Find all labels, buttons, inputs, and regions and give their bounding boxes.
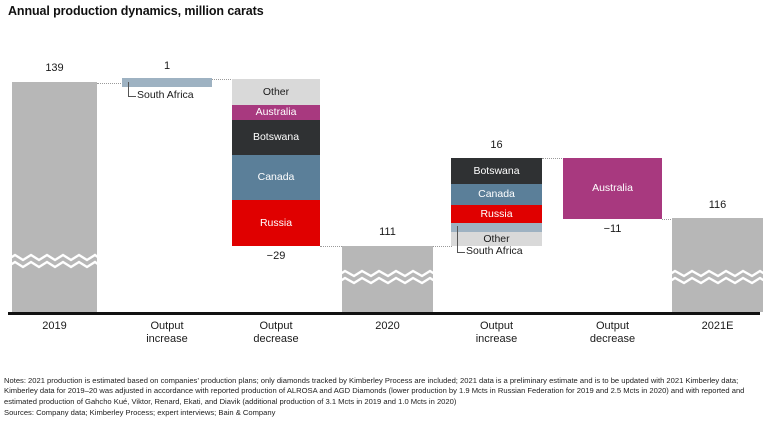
connector-inc1-to-dec1 — [212, 79, 233, 80]
bar-2020[interactable] — [337, 246, 438, 312]
connector-dec1-to-2020 — [320, 246, 342, 247]
segment-label-canada: Canada — [257, 171, 295, 184]
page-title: Annual production dynamics, million cara… — [8, 4, 264, 18]
bar-2021e[interactable] — [667, 218, 768, 312]
callout-line-south-africa-1 — [128, 82, 136, 97]
segment-south-africa[interactable] — [122, 78, 212, 87]
segment-russia[interactable]: Russia — [451, 205, 542, 223]
bar-2019[interactable] — [7, 82, 102, 312]
x-axis-label-line2: decrease — [253, 333, 299, 345]
segment-south-africa[interactable] — [451, 223, 542, 232]
x-axis-label-2020: 2020 — [375, 320, 400, 332]
value-label-increase-2: 16 — [490, 139, 503, 151]
x-axis-label-line2: increase — [146, 333, 188, 345]
segment-label-australia: Australia — [592, 182, 633, 195]
segment-label-other: Other — [483, 232, 510, 245]
connector-dec2-to-2021e — [662, 219, 673, 220]
footnote-notes: Notes: 2021 production is estimated base… — [4, 376, 745, 406]
segment-canada[interactable]: Canada — [232, 155, 320, 200]
connector-2019-to-inc1 — [97, 83, 123, 84]
x-axis-label-output-increase-1: Output increase — [122, 320, 212, 346]
bar-output-decrease-2[interactable]: Australia — [563, 158, 662, 219]
callout-south-africa-1: South Africa — [137, 89, 194, 101]
segment-botswana[interactable]: Botswana — [232, 120, 320, 155]
x-axis-label-line1: Output — [259, 320, 293, 332]
value-label-decrease-1: −29 — [266, 250, 286, 262]
segment-other[interactable]: Other — [232, 79, 320, 105]
segment-label-russia: Russia — [480, 207, 513, 220]
x-axis-label-line1: Output — [479, 320, 514, 332]
segment-other[interactable]: Other — [451, 232, 542, 246]
x-axis-line — [8, 312, 760, 315]
segment-botswana[interactable]: Botswana — [451, 158, 542, 184]
x-axis-label-2021e: 2021E — [701, 320, 734, 332]
segment-label-other: Other — [262, 85, 290, 98]
segment-label-botswana: Botswana — [473, 164, 520, 177]
connector-2020-to-inc2 — [433, 246, 452, 247]
bar-output-decrease-1[interactable]: Other Australia Botswana Canada Russia — [232, 79, 320, 246]
x-axis-label-output-decrease-2: Output decrease — [563, 320, 662, 346]
segment-russia[interactable]: Russia — [232, 200, 320, 246]
x-axis-label-line2: decrease — [589, 333, 636, 345]
x-axis-label-2019: 2019 — [42, 320, 67, 332]
bar-output-increase-2[interactable]: Botswana Canada Russia Other — [451, 158, 542, 246]
x-axis-label-line1: Output — [595, 320, 630, 332]
segment-label-russia: Russia — [259, 216, 293, 229]
x-axis-label-output-increase-2: Output increase — [451, 320, 542, 346]
bar-output-increase-1[interactable] — [122, 78, 212, 87]
footnote-sources: Sources: Company data; Kimberley Process… — [4, 408, 276, 417]
axis-break-marker — [7, 253, 102, 269]
segment-label-australia: Australia — [255, 106, 297, 119]
value-label-2020: 111 — [379, 226, 396, 238]
value-label-increase-1: 1 — [163, 60, 171, 72]
value-label-2019: 139 — [45, 62, 64, 74]
value-label-2021e: 116 — [708, 199, 727, 211]
connector-inc2-to-dec2 — [542, 158, 564, 159]
segment-australia[interactable]: Australia — [563, 158, 662, 219]
x-axis-label-output-decrease-1: Output decrease — [232, 320, 320, 346]
callout-south-africa-2: South Africa — [466, 245, 523, 257]
axis-break-marker — [337, 269, 438, 285]
x-axis-label-line2: increase — [475, 333, 518, 345]
value-label-decrease-2: −11 — [603, 223, 622, 235]
segment-label-canada: Canada — [478, 188, 515, 201]
segment-canada[interactable]: Canada — [451, 184, 542, 205]
axis-break-marker — [667, 269, 768, 285]
segment-australia[interactable]: Australia — [232, 105, 320, 120]
callout-line-south-africa-2 — [457, 226, 465, 253]
x-axis-label-line1: Output — [150, 320, 184, 332]
segment-label-botswana: Botswana — [252, 131, 300, 144]
